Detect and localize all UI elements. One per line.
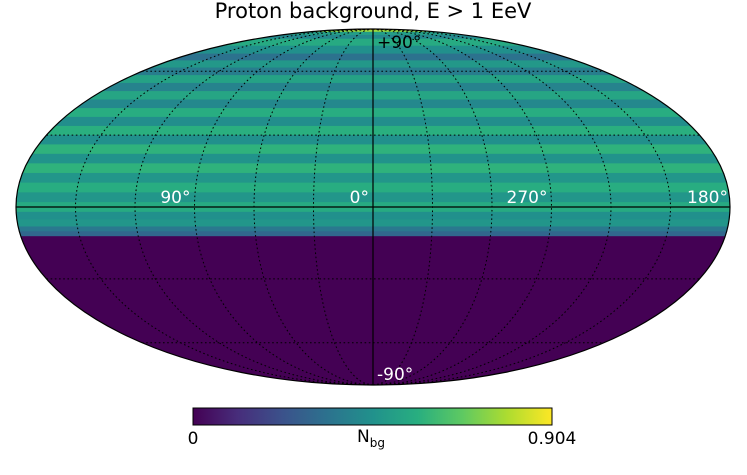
colorbar-title-sub: bg <box>370 436 385 450</box>
latitude-label: +90° <box>377 33 421 53</box>
latitude-label: -90° <box>377 365 413 385</box>
longitude-labels: 90° 0° 270° 180° <box>160 188 728 208</box>
colorbar-max-label: 0.904 <box>528 429 577 449</box>
longitude-label: 180° <box>687 188 728 208</box>
longitude-label: 0° <box>350 188 369 208</box>
colorbar-min-label: 0 <box>188 429 199 449</box>
latitude-labels: +90° -90° <box>377 33 421 385</box>
chart-title: Proton background, E > 1 EeV <box>215 0 532 23</box>
colorbar: 0 0.904 Nbg <box>188 407 577 450</box>
colorbar-title: Nbg <box>357 427 385 450</box>
longitude-label: 90° <box>160 188 190 208</box>
colorbar-title-main: N <box>357 427 370 447</box>
longitude-label: 270° <box>507 188 548 208</box>
colorbar-gradient <box>192 407 553 426</box>
map-outline <box>15 28 731 386</box>
map-axes <box>16 29 730 385</box>
